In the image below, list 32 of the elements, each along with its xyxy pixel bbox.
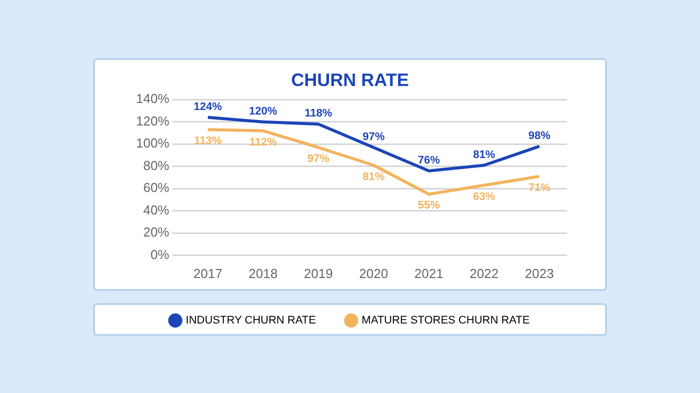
data-label: 113%	[194, 135, 222, 148]
x-tick-label: 2018	[248, 266, 278, 281]
y-tick-label: 140%	[136, 91, 170, 106]
data-label: 98%	[528, 130, 551, 142]
y-tick-label: 80%	[143, 158, 170, 173]
x-tick-label: 2021	[414, 266, 444, 281]
x-tick-label: 2023	[524, 266, 554, 281]
data-label: 97%	[307, 152, 330, 165]
legend-label: MATURE STORES CHURN RATE	[362, 314, 530, 327]
y-tick-label: 0%	[150, 246, 170, 262]
y-tick-label: 20%	[143, 224, 170, 240]
y-tick-label: 120%	[136, 113, 170, 128]
data-label: 81%	[473, 148, 496, 161]
x-tick-label: 2019	[304, 266, 333, 281]
x-tick-label: 2022	[470, 266, 499, 281]
data-label: 97%	[362, 130, 385, 143]
data-label: 63%	[473, 190, 496, 203]
data-label: 71%	[528, 182, 551, 194]
x-tick-label: 2017	[193, 266, 222, 281]
data-label: 55%	[418, 200, 440, 212]
legend-label: INDUSTRY CHURN RATE	[186, 314, 316, 327]
data-label: 118%	[304, 108, 332, 120]
data-label: 76%	[418, 154, 440, 166]
data-label: 81%	[362, 170, 385, 183]
y-tick-label: 60%	[143, 180, 170, 196]
chart-title: CHURN RATE	[291, 70, 409, 90]
y-tick-label: 100%	[136, 136, 170, 151]
data-label: 112%	[249, 136, 278, 148]
y-tick-label: 40%	[143, 202, 170, 218]
x-tick-label: 2020	[359, 266, 388, 281]
data-label: 124%	[194, 100, 222, 113]
data-label: 120%	[249, 105, 278, 118]
